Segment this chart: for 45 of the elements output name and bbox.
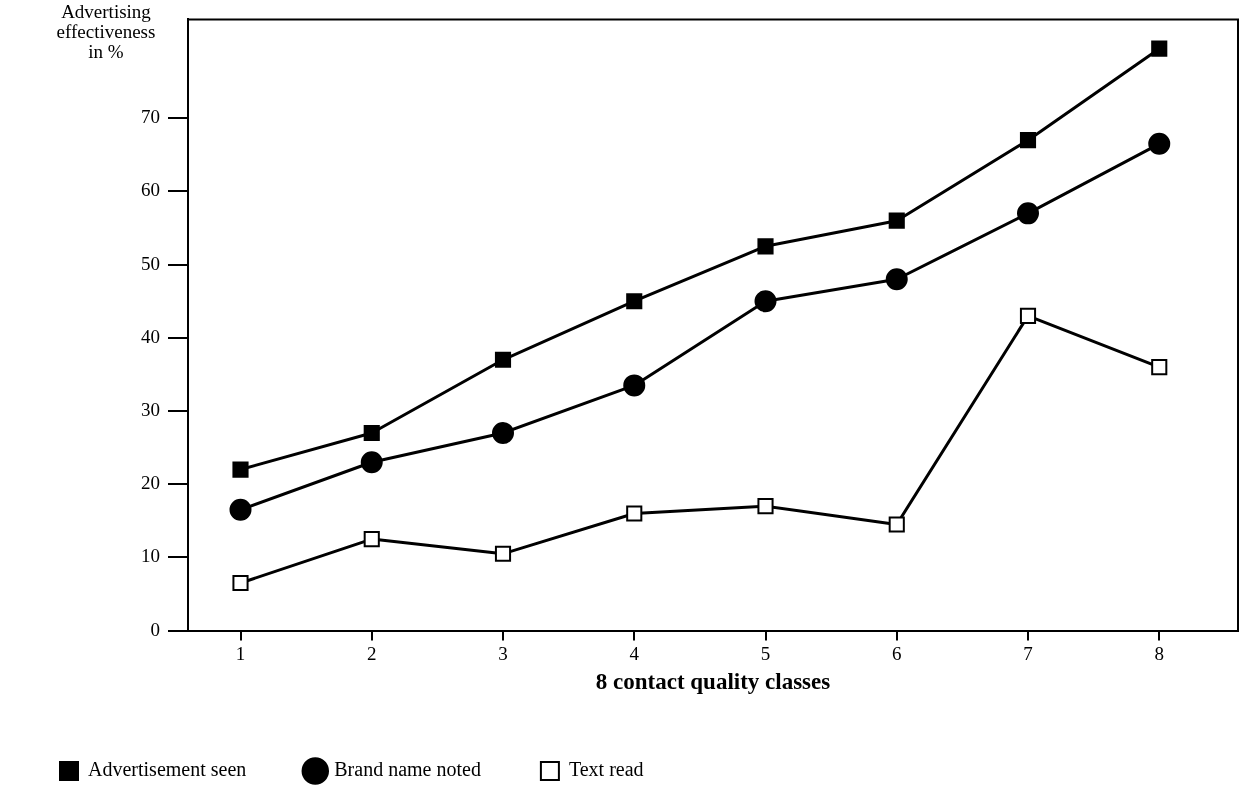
y-tick-label: 70 (141, 106, 160, 128)
x-tick-label: 8 (1154, 642, 1164, 664)
point (888, 516, 905, 533)
x-tick-label: 7 (1023, 642, 1033, 664)
point (229, 498, 252, 521)
point (360, 451, 383, 474)
point (494, 545, 512, 562)
x-tick-label: 1 (235, 642, 246, 664)
point (363, 424, 380, 442)
y-tick-label: 0 (150, 618, 160, 640)
x-tick-label: 3 (498, 642, 508, 664)
point (1017, 202, 1039, 225)
y-axis-title: Advertising effectiveness in % (55, 1, 157, 62)
y-tick-label: 20 (141, 472, 160, 494)
y-tick-label: 40 (141, 325, 160, 347)
point (626, 293, 643, 310)
point (1148, 132, 1171, 155)
point (1019, 132, 1037, 149)
y-tick-label: 30 (141, 398, 160, 420)
point (757, 498, 774, 515)
point (363, 531, 380, 548)
x-tick-label: 6 (892, 642, 902, 664)
y-tick-label: 10 (141, 545, 160, 567)
point (494, 351, 512, 368)
point (757, 238, 774, 255)
point (626, 505, 643, 522)
y-tick-label: 50 (141, 252, 160, 274)
point (623, 374, 646, 397)
point (232, 574, 249, 592)
x-axis-title: 8 contact quality classes (595, 669, 831, 695)
point (1151, 40, 1168, 57)
legend-label: Brand name noted (334, 758, 481, 781)
x-tick-label: 4 (629, 642, 640, 664)
point (754, 290, 777, 313)
point (885, 268, 908, 291)
point (1151, 359, 1168, 376)
x-tick-label: 5 (760, 642, 771, 664)
x-tick-label: 2 (367, 642, 377, 664)
legend-label: Text read (568, 758, 644, 781)
point (492, 421, 514, 444)
point (1019, 307, 1037, 324)
y-tick-label: 60 (141, 179, 160, 201)
point (232, 461, 249, 478)
point (888, 212, 905, 229)
legend-label: Advertisement seen (88, 758, 247, 781)
